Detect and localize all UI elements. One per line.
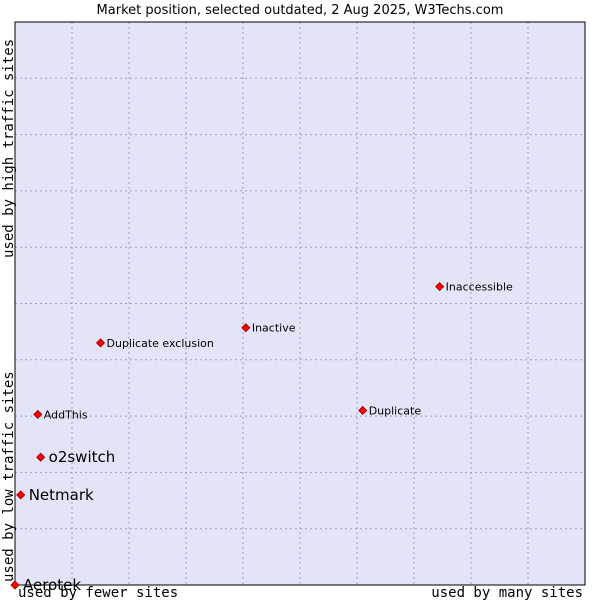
data-point-label: AddThis: [44, 408, 88, 421]
data-point-marker: [241, 323, 251, 333]
data-point-marker: [36, 452, 46, 462]
data-point-marker: [435, 282, 445, 292]
x-axis-label-left: used by fewer sites: [18, 585, 178, 600]
data-point-label: Duplicate: [369, 404, 422, 417]
data-point-marker: [16, 490, 26, 500]
data-point-label: Duplicate exclusion: [107, 337, 214, 350]
data-point-marker: [33, 409, 43, 419]
data-point-label: Inaccessible: [446, 281, 513, 294]
data-point-marker: [358, 405, 368, 416]
data-points: Inaccessible Inactive Duplicate exclusion D…: [10, 281, 513, 594]
chart-title: Market position, selected outdated, 2 Au…: [97, 3, 504, 18]
data-point-label: Aerotek: [23, 576, 81, 594]
grid-lines: [15, 22, 585, 585]
data-point-label: Netmark: [29, 486, 94, 504]
data-point-label: Inactive: [252, 322, 296, 335]
y-axis-label-bottom: used by low traffic sites: [1, 371, 17, 582]
y-axis-label-top: used by high traffic sites: [1, 39, 17, 258]
data-point-marker: [95, 338, 106, 348]
plot-border: [14, 21, 586, 586]
data-point-label: o2switch: [49, 448, 116, 466]
x-axis-label-right: used by many sites: [431, 585, 583, 600]
data-point-marker: [10, 580, 20, 590]
